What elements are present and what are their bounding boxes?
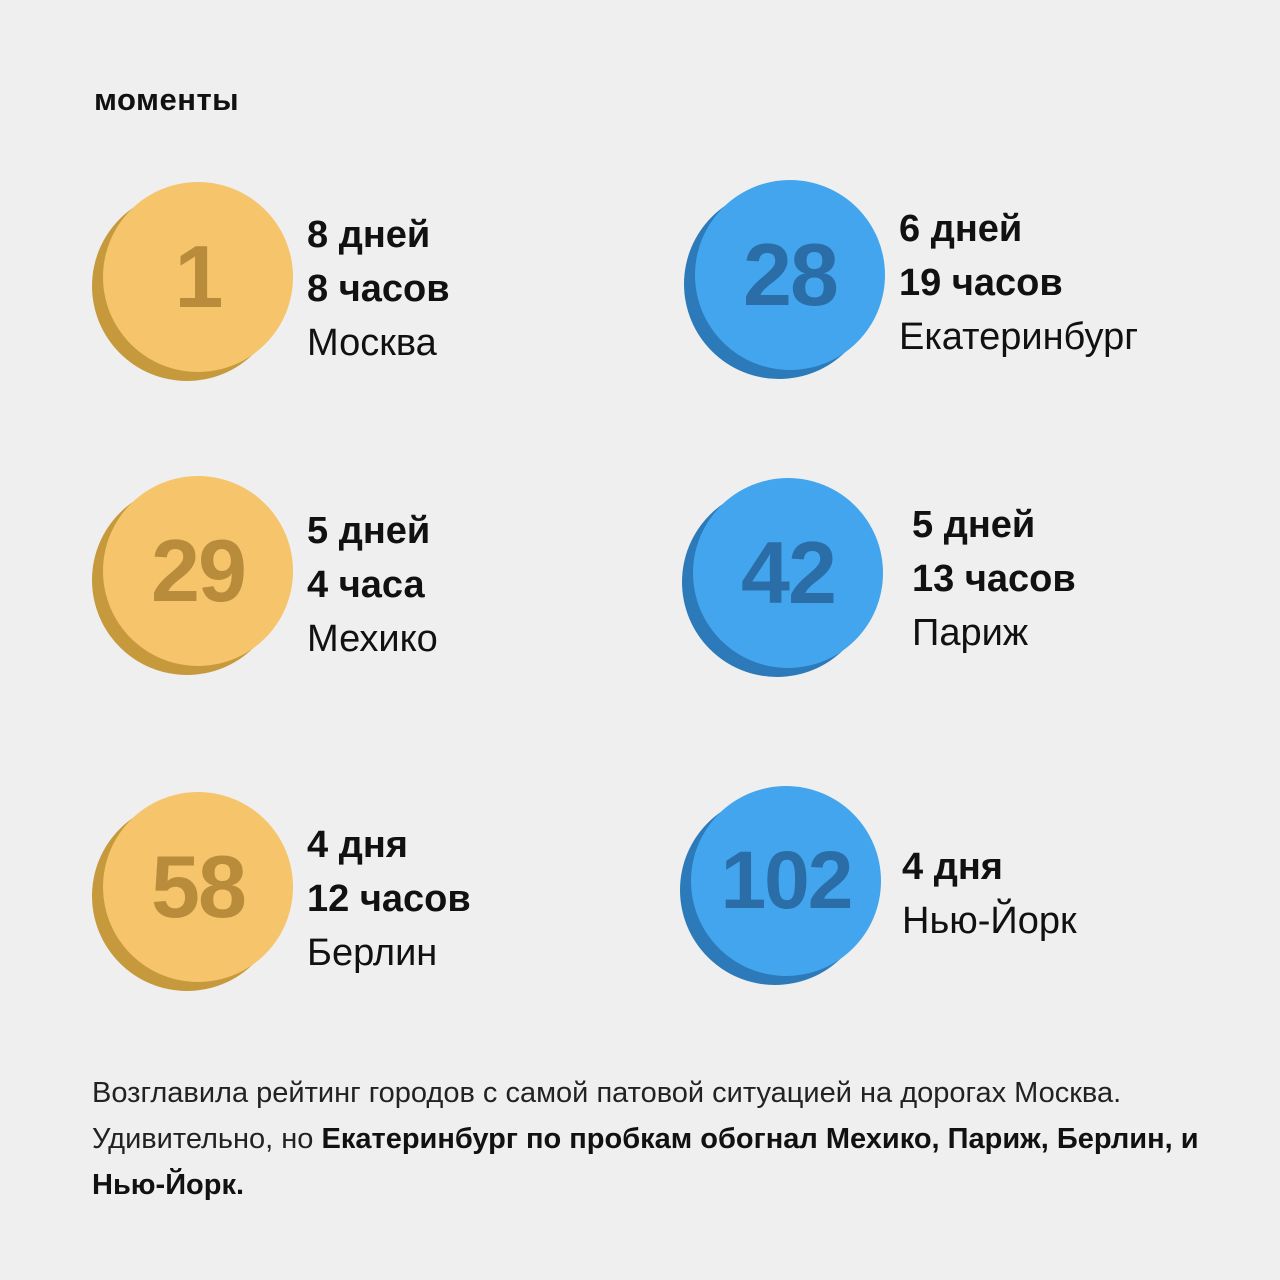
- rank-badge: 1: [92, 182, 293, 382]
- footer-text-bold: Екатеринбург по пробкам обогнал Мехико, …: [92, 1123, 1199, 1201]
- duration-days: 8 дней: [307, 214, 431, 256]
- ranking-card-moscow: 1 8 дней 8 часов Москва: [92, 182, 652, 392]
- footer-caption: Возглавила рейтинг городов с самой патов…: [92, 1070, 1212, 1208]
- duration-days: 5 дней: [912, 504, 1036, 546]
- duration-days: 6 дней: [899, 208, 1023, 250]
- card-info: 6 дней 19 часов Екатеринбург: [899, 202, 1138, 364]
- card-info: 5 дней 13 часов Париж: [912, 498, 1076, 660]
- city-name: Москва: [307, 322, 437, 364]
- rank-number: 1: [103, 182, 293, 372]
- rank-badge: 42: [682, 478, 883, 678]
- card-info: 5 дней 4 часа Мехико: [307, 504, 438, 666]
- city-name: Мехико: [307, 618, 438, 660]
- card-info: 4 дня 12 часов Берлин: [307, 818, 471, 980]
- rank-badge: 28: [684, 180, 885, 380]
- rank-number: 102: [691, 786, 881, 976]
- rank-number: 42: [693, 478, 883, 668]
- duration-hours: 4 часа: [307, 564, 425, 606]
- duration-days: 5 дней: [307, 510, 431, 552]
- rank-badge: 58: [92, 792, 293, 992]
- duration-hours: 8 часов: [307, 268, 450, 310]
- city-name: Берлин: [307, 932, 438, 974]
- card-info: 8 дней 8 часов Москва: [307, 208, 450, 370]
- city-name: Париж: [912, 612, 1029, 654]
- duration-hours: 19 часов: [899, 262, 1063, 304]
- duration-hours: 12 часов: [307, 878, 471, 920]
- rank-badge: 102: [680, 786, 881, 986]
- city-name: Нью-Йорк: [902, 900, 1077, 942]
- card-info: 4 дня Нью-Йорк: [902, 840, 1077, 948]
- ranking-card-yekaterinburg: 28 6 дней 19 часов Екатеринбург: [684, 180, 1244, 390]
- ranking-card-paris: 42 5 дней 13 часов Париж: [682, 478, 1242, 688]
- ranking-card-new-york: 102 4 дня Нью-Йорк: [680, 786, 1240, 996]
- rank-badge: 29: [92, 476, 293, 676]
- page-heading: моменты: [94, 82, 240, 117]
- footer-text-plain: Возглавила рейтинг городов с самой патов…: [92, 1077, 1122, 1155]
- rank-number: 28: [695, 180, 885, 370]
- rank-number: 58: [103, 792, 293, 982]
- ranking-card-berlin: 58 4 дня 12 часов Берлин: [92, 792, 652, 1002]
- duration-days: 4 дня: [902, 846, 1003, 888]
- rank-number: 29: [103, 476, 293, 666]
- ranking-card-mexico: 29 5 дней 4 часа Мехико: [92, 476, 652, 686]
- duration-days: 4 дня: [307, 824, 408, 866]
- duration-hours: 13 часов: [912, 558, 1076, 600]
- city-name: Екатеринбург: [899, 316, 1139, 358]
